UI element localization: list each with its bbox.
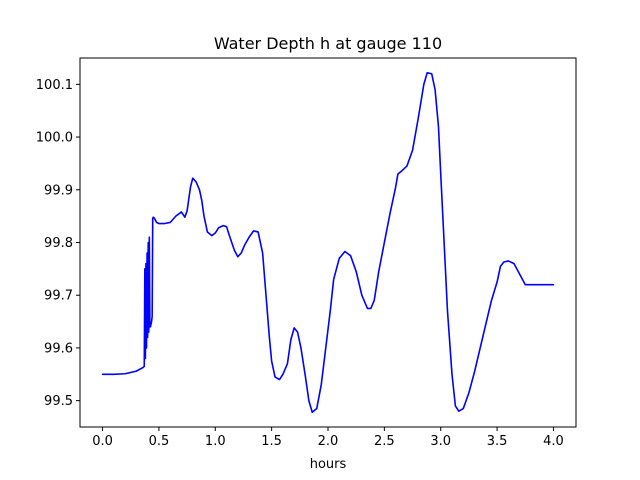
y-tick-label: 99.9 (44, 183, 73, 198)
y-tick-label: 99.7 (44, 289, 73, 304)
x-tick-label: 2.5 (374, 434, 395, 449)
chart-title: Water Depth h at gauge 110 (214, 34, 442, 53)
y-tick-label: 99.6 (44, 341, 73, 356)
x-tick-label: 1.5 (261, 434, 282, 449)
x-tick-label: 0.5 (149, 434, 170, 449)
x-axis-label: hours (310, 457, 347, 472)
series-line-0 (101, 71, 555, 414)
y-tick-label: 99.8 (44, 236, 73, 251)
x-tick-label: 3.0 (430, 434, 451, 449)
y-tick-label: 100.1 (36, 78, 73, 93)
x-tick-label: 4.0 (543, 434, 564, 449)
x-tick-label: 2.0 (318, 434, 339, 449)
x-tick-label: 3.5 (487, 434, 508, 449)
y-tick-label: 100.0 (36, 131, 73, 146)
y-tick-label: 99.5 (44, 394, 73, 409)
x-tick-label: 0.0 (92, 434, 113, 449)
x-tick-label: 1.0 (205, 434, 226, 449)
plot-area: 0.0 0.5 1.0 1.5 2.0 2.5 3.0 3.5 4.0 99.5 99.6 99.7 9… (36, 57, 577, 449)
